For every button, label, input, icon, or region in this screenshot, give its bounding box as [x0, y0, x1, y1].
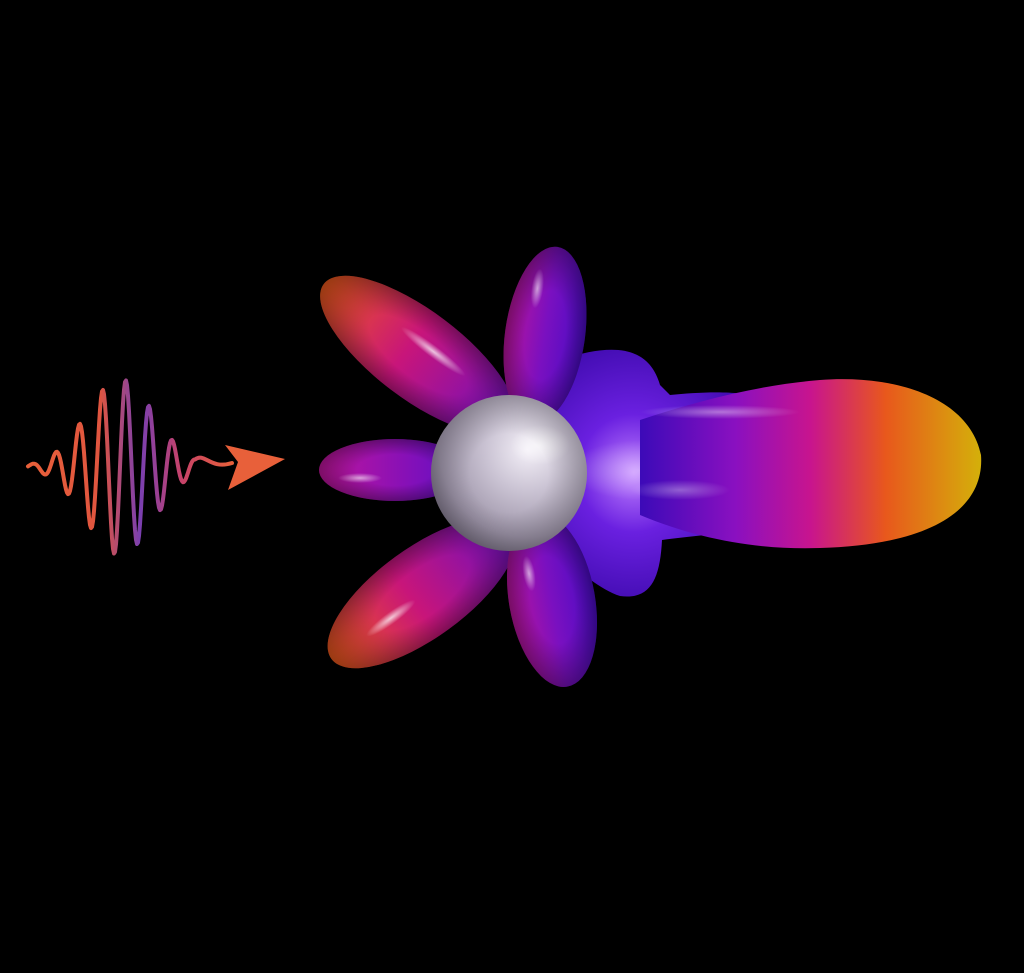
central-sphere	[431, 395, 587, 551]
lobe-upper	[503, 246, 587, 424]
lobe-lower-left	[327, 517, 517, 669]
lobe-forward	[630, 379, 982, 549]
incident-light-pulse	[26, 378, 234, 556]
lobe-lower	[506, 513, 598, 687]
lobe-upper-left	[320, 275, 516, 435]
scattering-pattern-lobes	[319, 246, 982, 687]
propagation-arrow	[225, 445, 285, 490]
